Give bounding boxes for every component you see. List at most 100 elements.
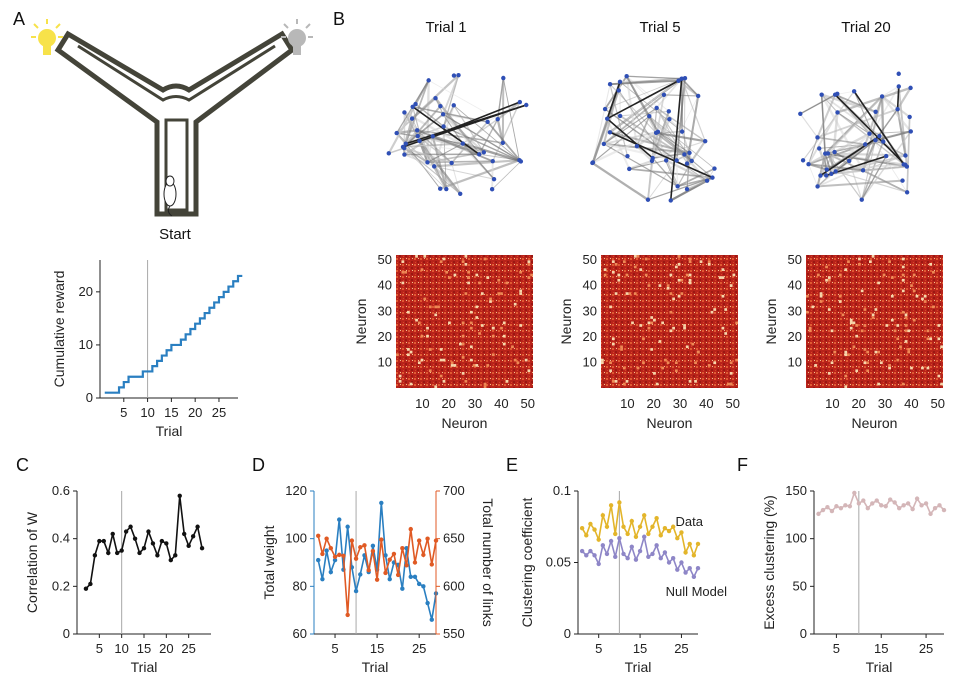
heatmap-cell [614,292,618,295]
heatmap-cell [486,364,490,367]
network-node [654,105,659,111]
network-node [460,141,466,146]
series-1-point [608,503,614,508]
network-node [425,160,430,165]
heatmap-cell [816,273,820,277]
network-node [649,158,655,164]
heatmap-cell [442,257,446,261]
network-node [829,171,834,176]
heatmap-xlabel: Neuron [647,415,693,431]
y-tick-label: 0 [564,626,571,641]
network-node [489,187,495,192]
network-node [818,173,823,178]
heatmap-cell [860,289,864,293]
heatmap-cell [603,273,607,277]
heatmap-cell [910,284,913,287]
legend-data: Data [676,514,704,529]
network-node [490,158,495,164]
heatmap-cell [713,361,717,365]
x-tick-label: 20 [188,405,202,420]
series-2-point [687,566,692,571]
network-edge [412,106,429,163]
heatmap-cell [672,297,675,301]
heatmap-cell [844,374,848,378]
network-node [687,150,692,156]
series-point [820,507,826,513]
network-edge [439,159,520,190]
network-edge [808,163,828,171]
network-edge [834,151,850,162]
heatmap-ytick-label: 30 [378,303,392,318]
heatmap-cell [923,294,927,298]
network-node [666,109,672,114]
network-edge [647,177,713,201]
heatmap-cell [713,308,717,311]
network-edge [405,125,444,145]
series-point [856,501,862,506]
y2-tick-label: 600 [443,578,465,593]
x-tick-label: 25 [674,641,688,656]
network-edge [837,111,870,135]
network-edge [491,161,522,190]
network-edge [629,159,667,170]
heatmap-cell [707,260,711,263]
heatmap-cell [901,257,905,261]
series-point [110,531,115,537]
heatmap-cell [677,278,681,282]
heatmap-cell [611,260,615,263]
network-node [679,76,684,81]
network-edge [808,164,818,187]
heatmap-cell [680,278,684,282]
heatmap-cell [904,313,908,317]
x-tick-label: 15 [137,641,151,656]
series-2-point [332,554,338,559]
network-edge [821,94,838,113]
network-edge [906,116,911,193]
network-edge [656,107,693,162]
network-edge [808,163,864,172]
heatmap-cell [806,294,809,298]
series-1-point [408,574,413,579]
series-2-point [666,560,672,565]
heatmap-cell [527,276,531,279]
heatmap-cell [453,364,457,367]
network-edge [428,80,498,120]
heatmap-xlabel: Neuron [442,415,488,431]
network-node [440,112,446,117]
connectivity-heatmap-1: 10 20 30 40 50 10 20 30 40 50 Neuron Neuron [353,252,535,431]
network-edge [665,159,708,182]
heatmap-cell [464,292,468,295]
chart-f: 5 15 25 0 50 100 150 Trial Excess clustering (%) [761,483,947,675]
heatmap-cell [426,334,429,338]
heatmap-cell [611,270,615,274]
network-node [825,151,831,156]
heatmap-cell [669,329,673,333]
series-1-point [579,525,585,531]
network-node [682,75,688,81]
network-node [438,103,443,109]
network-node [426,78,431,83]
network-edge [824,153,833,175]
network-node [895,107,900,112]
heatmap-cell [601,361,604,365]
series-2-point [358,545,363,550]
network-node [645,197,651,202]
heatmap-cell [661,321,665,325]
heatmap-cell [721,268,725,271]
heatmap-cell [838,294,842,298]
heatmap-cell [401,281,405,285]
heatmap-cell [921,297,924,301]
heatmap-xtick-label: 50 [930,396,944,411]
heatmap-cell [396,353,399,357]
heatmap-cell [847,260,850,263]
panel-label-d: D [252,455,265,475]
y2-axis-label: Total number of links [480,498,496,626]
heatmap-cell [502,342,506,346]
y-tick-label: 100 [785,531,807,546]
series-2-point [600,543,606,548]
heatmap-cell [453,273,457,277]
x-tick-label: 25 [212,405,226,420]
heatmap-cell [617,273,621,277]
network-node [908,129,913,134]
network-edge [626,75,682,80]
